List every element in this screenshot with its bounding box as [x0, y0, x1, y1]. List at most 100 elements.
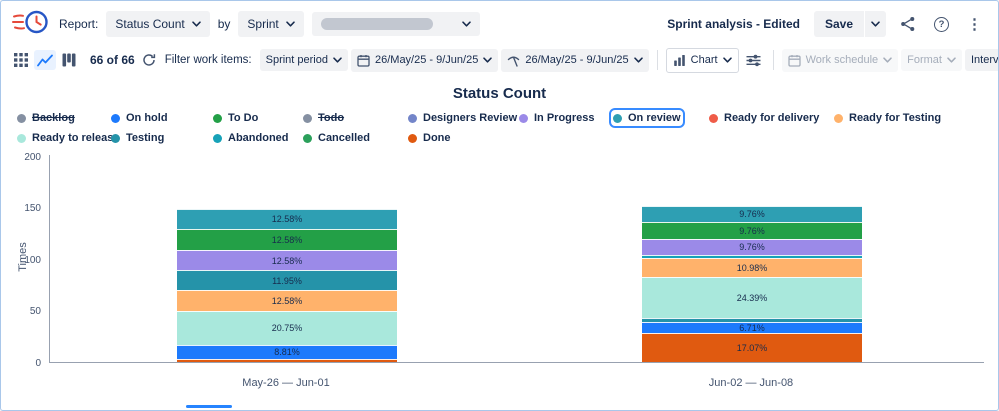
toolbar: 66 of 66 Filter work items: Sprint perio…: [1, 43, 998, 77]
share-icon: [901, 16, 915, 32]
legend-item-designers-review[interactable]: Designers Review: [408, 112, 517, 124]
segment-ready-to-release[interactable]: 20.75%: [177, 310, 397, 345]
segment-ready-for-testing[interactable]: 10.98%: [642, 258, 862, 277]
y-tick-label: 200: [24, 152, 41, 163]
sprint-select[interactable]: [311, 12, 480, 36]
legend-color-dot: [17, 133, 26, 143]
legend-color-dot: [408, 113, 417, 123]
segment-done[interactable]: [177, 358, 397, 362]
segment-testing[interactable]: 11.95%: [177, 270, 397, 290]
more-options-button[interactable]: ⋮: [963, 15, 986, 34]
chart-view-button[interactable]: [34, 50, 56, 70]
segment-testing[interactable]: [642, 317, 862, 322]
legend-item-testing[interactable]: Testing: [111, 132, 164, 144]
work-schedule-select: Work schedule: [781, 48, 899, 72]
legend-color-dot: [303, 113, 312, 123]
legend-label: On review: [628, 112, 681, 124]
board-view-button[interactable]: [59, 50, 79, 70]
grid-view-button[interactable]: [11, 50, 31, 70]
segment-on-review[interactable]: 12.58%: [177, 208, 397, 230]
legend-item-cancelled[interactable]: Cancelled: [303, 132, 370, 144]
sprint-dates-button[interactable]: 26/May/25 - 9/Jun/25: [501, 48, 649, 72]
work-items-count: 66 of 66: [90, 53, 135, 67]
refresh-button[interactable]: [138, 50, 160, 70]
chevron-down-icon: [722, 57, 732, 63]
interval-value: Interval: [970, 54, 999, 66]
segment-percentage-label: 9.76%: [739, 209, 765, 220]
segment-to-do[interactable]: 12.58%: [177, 229, 397, 250]
chevron-down-icon: [462, 21, 471, 27]
legend-color-dot: [111, 133, 120, 143]
group-by-select[interactable]: Sprint: [238, 11, 304, 37]
kanban-board-icon: [62, 53, 76, 67]
legend-label: Designers Review: [423, 112, 518, 124]
legend-color-dot: [408, 133, 417, 143]
horizontal-scrollbar-thumb[interactable]: [186, 405, 232, 408]
legend-item-abandoned[interactable]: Abandoned: [213, 132, 289, 144]
legend-color-dot: [17, 113, 26, 123]
share-button[interactable]: [896, 13, 920, 35]
legend-item-ready-for-delivery[interactable]: Ready for delivery: [709, 112, 819, 124]
legend-item-done[interactable]: Done: [408, 132, 451, 144]
save-dropdown-button[interactable]: [865, 11, 886, 37]
legend-label: Ready for delivery: [724, 112, 820, 124]
legend-item-on-review[interactable]: On review: [609, 108, 685, 128]
group-by-value: Sprint: [247, 17, 279, 31]
segment-percentage-label: 12.58%: [271, 295, 303, 306]
segment-percentage-label: 20.75%: [271, 323, 303, 334]
date-range-button[interactable]: 26/May/25 - 9/Jun/25: [350, 48, 499, 72]
segment-percentage-label: 6.71%: [739, 323, 765, 334]
x-category-label: Jun-02 — Jun-08: [708, 377, 794, 389]
legend-item-ready-to-release[interactable]: Ready to release: [17, 132, 119, 144]
help-button[interactable]: ?: [930, 14, 953, 35]
segment-percentage-label: 10.98%: [736, 262, 768, 273]
refresh-icon: [142, 53, 156, 67]
segment-percentage-label: 12.58%: [271, 214, 303, 225]
segment-on-hold[interactable]: 6.71%: [642, 321, 862, 334]
work-schedule-value: Work schedule: [805, 54, 879, 66]
y-tick-label: 150: [24, 203, 41, 214]
segment-on-hold[interactable]: 8.81%: [177, 344, 397, 359]
legend-item-in-progress[interactable]: In Progress: [519, 112, 595, 124]
legend-label: Backlog: [32, 112, 75, 124]
legend-item-todo[interactable]: Todo: [303, 112, 344, 124]
header-actions: Sprint analysis - Edited Save ?: [667, 11, 986, 37]
report-type-select[interactable]: Status Count: [106, 11, 210, 37]
vertical-ellipsis-icon: ⋮: [967, 15, 982, 33]
legend-item-to-do[interactable]: To Do: [213, 112, 258, 124]
app-logo-icon: [11, 7, 51, 42]
chart-type-select[interactable]: Chart: [665, 47, 739, 73]
chevron-down-icon: [191, 21, 201, 27]
segment-abandoned[interactable]: [642, 255, 862, 259]
segment-in-progress[interactable]: 9.76%: [642, 238, 862, 256]
segment-in-progress[interactable]: 12.58%: [177, 249, 397, 271]
pickaxe-icon: [507, 54, 520, 67]
toolbar-divider: [656, 50, 658, 70]
filter-work-items-label: Filter work items:: [164, 54, 252, 66]
interval-select[interactable]: Interval: [964, 49, 999, 71]
segment-ready-for-testing[interactable]: 12.58%: [177, 289, 397, 311]
segment-ready-to-release[interactable]: 24.39%: [642, 276, 862, 318]
sprint-period-select[interactable]: Sprint period: [259, 49, 348, 71]
legend-item-backlog[interactable]: Backlog: [17, 112, 75, 124]
legend-color-dot: [613, 113, 622, 123]
legend-item-ready-for-testing[interactable]: Ready for Testing: [834, 112, 941, 124]
legend-color-dot: [834, 113, 843, 123]
segment-to-do[interactable]: 9.76%: [642, 222, 862, 239]
segment-percentage-label: 11.95%: [272, 275, 302, 286]
legend-item-on-hold[interactable]: On hold: [111, 112, 168, 124]
segment-on-review[interactable]: 9.76%: [642, 205, 862, 223]
chevron-down-icon: [286, 21, 295, 27]
display-settings-button[interactable]: [742, 51, 765, 70]
legend-color-dot: [213, 133, 222, 143]
legend-label: Testing: [126, 132, 165, 144]
chart-type-value: Chart: [690, 54, 718, 66]
chevron-down-icon: [333, 57, 342, 63]
chevron-down-icon: [633, 57, 643, 63]
format-select: Format: [901, 49, 962, 71]
save-button[interactable]: Save: [813, 11, 864, 37]
save-split-button: Save: [813, 11, 886, 37]
toolbar-divider: [772, 50, 774, 70]
segment-done[interactable]: 17.07%: [642, 333, 862, 362]
